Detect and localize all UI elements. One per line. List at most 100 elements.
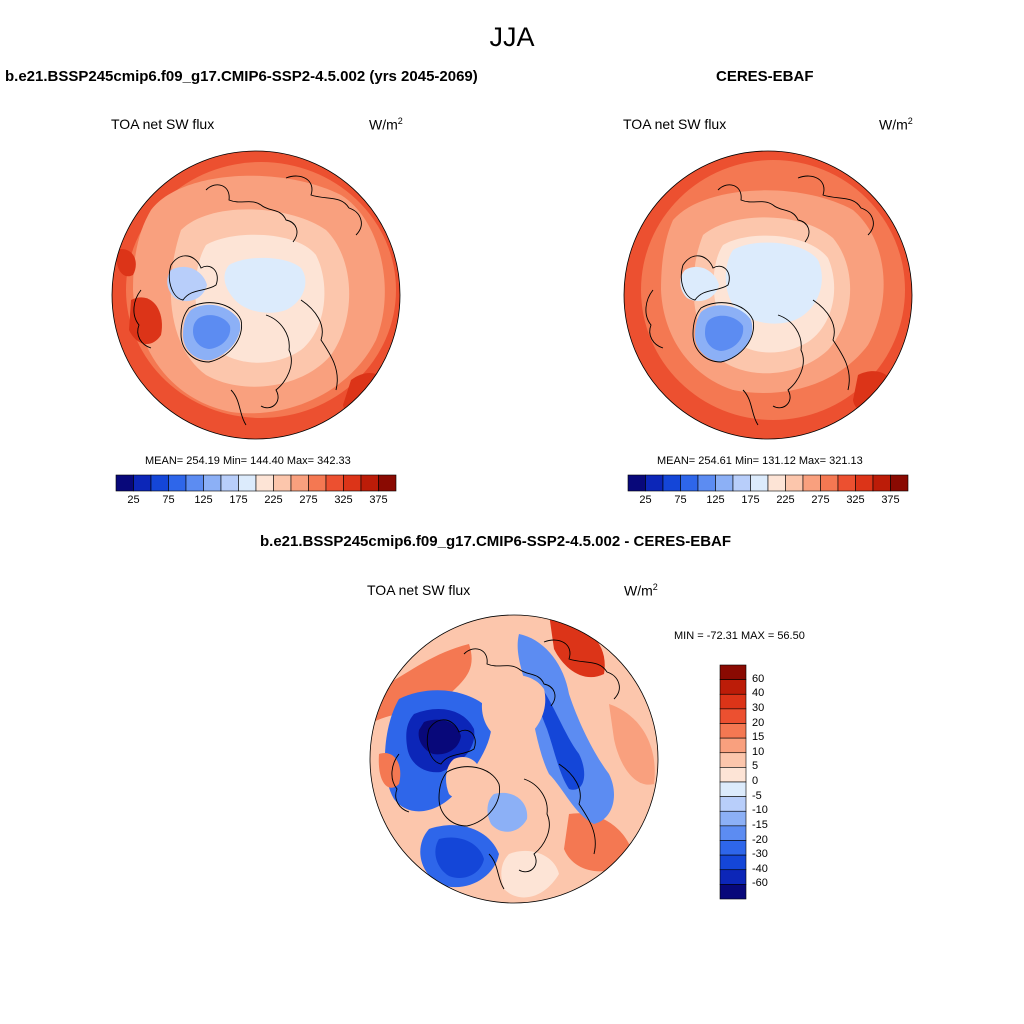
- panel2-colorbar: [627, 474, 909, 492]
- panel1-map-boundary: [111, 150, 401, 440]
- panel2-colorbar-box: [872, 474, 891, 492]
- panel3-colorbar-tick: -5: [752, 789, 762, 802]
- panel2-greenland-core: [705, 315, 744, 351]
- panel3-field-negative-8: [487, 792, 528, 832]
- panel1-colorbar-box: [343, 474, 362, 492]
- panel2-variable: TOA net SW flux: [623, 116, 727, 132]
- panel1-colorbar-box: [360, 474, 379, 492]
- panel3-colorbar-tick: -60: [752, 877, 768, 890]
- panel1-colorbar-box: [273, 474, 292, 492]
- panel3-colorbar-box: [719, 723, 747, 739]
- panel2-colorbar-ticks: 25 75 125 175 225 275 325 375: [628, 494, 908, 508]
- panel2-sea-ice-region: [725, 242, 822, 324]
- panel1-colorbar-tick: 325: [334, 494, 353, 506]
- panel2-map-boundary: [623, 150, 913, 440]
- panel1-colorbar-box: [325, 474, 344, 492]
- panel2-colorbar-tick: 275: [811, 494, 830, 506]
- panel1-colorbar-box: [378, 474, 397, 492]
- panel2-colorbar-tick: 75: [674, 494, 687, 506]
- panel1-colorbar-tick: 225: [264, 494, 283, 506]
- panel3-field-near-zero: [501, 850, 559, 898]
- panel3-colorbar-tick: 20: [752, 716, 765, 729]
- panel3-colorbar-tick: 40: [752, 687, 765, 700]
- panel3-colorbar-tick: -30: [752, 848, 768, 861]
- panel1-colorbar-box: [220, 474, 239, 492]
- panel1-coastline-7: [230, 389, 247, 426]
- panel1-colorbar-box: [203, 474, 222, 492]
- panel2-colorbar-box: [837, 474, 856, 492]
- panel3-units: W/m2: [624, 582, 658, 599]
- panel1-colorbar-box: [238, 474, 257, 492]
- panel3-colorbar-tick: 30: [752, 701, 765, 714]
- panel1-colorbar-tick: 275: [299, 494, 318, 506]
- panel1-colorbar-tick: 75: [162, 494, 175, 506]
- panel2-colorbar-box: [890, 474, 909, 492]
- panel1-colorbar-box: [255, 474, 274, 492]
- panel2-colorbar-box: [785, 474, 804, 492]
- panel1-coastline-2: [285, 175, 362, 236]
- panel2-coastline-1: [717, 184, 810, 243]
- panel3-colorbar-tick: 10: [752, 745, 765, 758]
- panel3-colorbar-box: [719, 796, 747, 812]
- panel3-field-patch-3: [609, 704, 655, 785]
- panel2-title: CERES-EBAF: [716, 68, 814, 85]
- panel2-colorbar-box: [855, 474, 874, 492]
- panel3-colorbar-box: [719, 869, 747, 885]
- panel2-coastline-6: [645, 289, 664, 349]
- panel3-colorbar-box: [719, 737, 747, 754]
- panel1-colorbar: [115, 474, 397, 492]
- panel1-colorbar-box: [290, 474, 309, 492]
- panel1-coastline-6: [133, 289, 152, 349]
- panel3-colorbar-tick: -40: [752, 862, 768, 875]
- panel3-colorbar-box: [719, 781, 747, 797]
- panel3-field-patch-2: [549, 615, 605, 678]
- panel3-field-negative-7: [435, 837, 484, 879]
- panel1-sea-ice-region: [224, 257, 306, 313]
- panel3-colorbar-tick: -10: [752, 804, 768, 817]
- panel1-stats: MEAN= 254.19 Min= 144.40 Max= 342.33: [145, 455, 351, 467]
- panel1-colorbar-ticks: 25 75 125 175 225 275 325 375: [116, 494, 396, 508]
- figure-title: JJA: [489, 22, 535, 52]
- panel1-coastline-4: [260, 314, 292, 409]
- panel3-field-patch-4: [564, 813, 634, 872]
- panel2-colorbar-box: [645, 474, 664, 492]
- panel2-coastline-3: [680, 255, 730, 301]
- panel3-colorbar-tick: -15: [752, 818, 768, 831]
- panel2-colorbar-box: [802, 474, 821, 492]
- panel2-colorbar-box: [627, 474, 646, 492]
- panel2-colorbar-box: [697, 474, 716, 492]
- panel1-colorbar-tick: 175: [229, 494, 248, 506]
- panel3-colorbar-box: [719, 679, 747, 695]
- panel3-colorbar-box: [719, 854, 747, 871]
- panel3-colorbar-box: [719, 884, 747, 900]
- panel1-colorbar-box: [133, 474, 152, 492]
- panel1-colorbar-tick: 125: [194, 494, 213, 506]
- panel2-units: W/m2: [879, 116, 913, 133]
- panel2-colorbar-box: [820, 474, 839, 492]
- panel3-coastline-6: [391, 753, 410, 813]
- panel2-colorbar-box: [750, 474, 769, 492]
- panel3-variable: TOA net SW flux: [367, 582, 471, 598]
- panel1-field-patch-3: [115, 249, 136, 277]
- panel3-colorbar-box: [719, 752, 747, 768]
- panel1-greenland-core: [193, 315, 231, 349]
- panel1-title: b.e21.BSSP245cmip6.f09_g17.CMIP6-SSP2-4.…: [5, 68, 478, 85]
- panel1-coastline-3: [168, 255, 218, 301]
- panel3-coastline-2: [543, 639, 620, 700]
- panel2-colorbar-box: [680, 474, 699, 492]
- panel1-colorbar-box: [150, 474, 169, 492]
- panel3-field-patch-1: [370, 644, 472, 724]
- panel2-colorbar-tick: 175: [741, 494, 760, 506]
- panel1-variable: TOA net SW flux: [111, 116, 215, 132]
- panel1-coastline-1: [205, 184, 298, 243]
- panel1-colorbar-box: [168, 474, 187, 492]
- panel1-archipelago-region: [167, 266, 207, 302]
- panel2-coastline-5: [812, 299, 850, 391]
- panel3-colorbar-box: [719, 664, 747, 680]
- panel2-colorbar-tick: 225: [776, 494, 795, 506]
- panel3-field-negative-5: [537, 684, 585, 790]
- panel3-colorbar-box: [719, 767, 747, 783]
- panel3-coastline-5: [558, 763, 596, 855]
- panel2-coastline-4: [772, 314, 804, 409]
- panel1-colorbar-tick: 25: [127, 494, 140, 506]
